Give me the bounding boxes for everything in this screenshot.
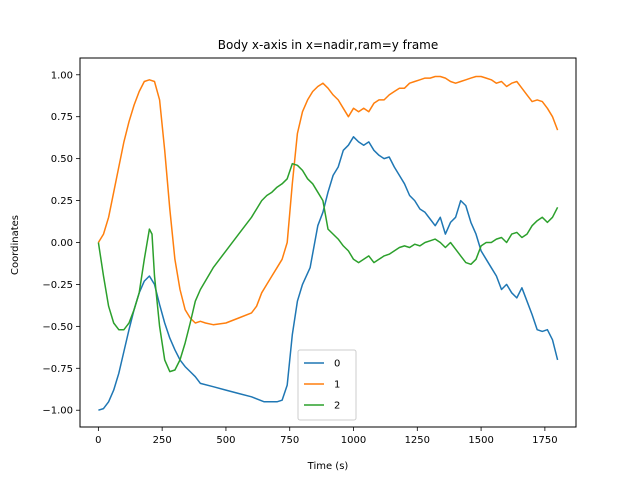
legend: 0 1 2 <box>297 349 357 421</box>
legend-box <box>297 349 357 421</box>
x-tick-label: 1750 <box>532 435 557 446</box>
series-line-2 <box>97 162 559 373</box>
series-line-1 <box>97 75 559 326</box>
series-layer <box>97 75 559 411</box>
x-tick-label: 1250 <box>405 435 430 446</box>
x-axis-label: Time (s) <box>307 461 349 472</box>
y-axis-ticks: −1.00 −0.75 −0.50 −0.25 0.00 0.25 0.50 0.75 1.00 <box>42 70 80 417</box>
y-tick-label: −0.50 <box>42 322 73 333</box>
y-tick-label: −1.00 <box>42 406 73 417</box>
chart-title: Body x-axis in x=nadir,ram=y frame <box>218 38 439 52</box>
series-line-0 <box>98 136 559 411</box>
y-tick-label: 0.00 <box>51 238 73 249</box>
x-tick-label: 0 <box>95 435 101 446</box>
legend-label-0: 0 <box>334 359 340 370</box>
x-tick-label: 750 <box>280 435 299 446</box>
x-tick-label: 250 <box>153 435 172 446</box>
x-tick-label: 500 <box>216 435 235 446</box>
y-tick-label: −0.25 <box>42 280 73 291</box>
legend-label-1: 1 <box>334 380 340 391</box>
y-tick-label: −0.75 <box>42 364 73 375</box>
y-tick-label: 0.75 <box>51 112 73 123</box>
y-tick-label: 1.00 <box>51 70 73 81</box>
x-tick-label: 1000 <box>341 435 366 446</box>
x-axis-ticks: 0 250 500 750 1000 1250 1500 1750 <box>95 427 558 446</box>
legend-label-2: 2 <box>334 401 340 412</box>
y-tick-label: 0.50 <box>51 154 73 165</box>
y-axis-label: Coordinates <box>10 215 21 275</box>
x-tick-label: 1500 <box>468 435 493 446</box>
y-tick-label: 0.25 <box>51 196 73 207</box>
